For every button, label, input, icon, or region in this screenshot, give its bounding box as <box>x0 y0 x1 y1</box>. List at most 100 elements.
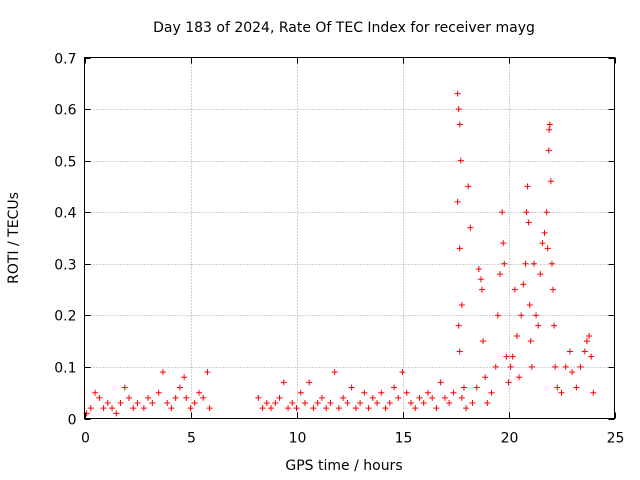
data-point <box>518 312 525 319</box>
data-point <box>331 369 338 376</box>
data-point <box>507 363 514 370</box>
data-point <box>554 384 561 391</box>
data-point <box>301 400 308 407</box>
data-point <box>520 281 527 288</box>
data-point <box>552 363 559 370</box>
data-point <box>149 400 156 407</box>
data-point <box>195 389 202 396</box>
y-tick-label: 0.3 <box>54 258 76 274</box>
y-tick-label: 0.4 <box>54 206 76 222</box>
data-point <box>569 369 576 376</box>
data-point <box>546 126 553 133</box>
data-point <box>522 260 529 267</box>
data-point <box>450 389 457 396</box>
y-tick-label: 0.2 <box>54 309 76 325</box>
data-point <box>109 405 116 412</box>
data-point <box>437 379 444 386</box>
data-point <box>530 260 537 267</box>
data-point <box>473 384 480 391</box>
data-point <box>344 400 351 407</box>
data-point <box>386 400 393 407</box>
data-point <box>456 245 463 252</box>
data-point <box>117 400 124 407</box>
data-point <box>456 121 463 128</box>
data-point <box>365 405 372 412</box>
data-point <box>586 332 593 339</box>
data-point <box>480 338 487 345</box>
data-point <box>539 240 546 247</box>
data-point <box>577 363 584 370</box>
data-point <box>168 405 175 412</box>
data-point <box>456 348 463 355</box>
data-point <box>403 389 410 396</box>
data-point <box>501 260 508 267</box>
data-point <box>327 400 334 407</box>
data-point <box>255 394 262 401</box>
data-point <box>465 183 472 190</box>
data-point <box>523 209 530 216</box>
data-point <box>545 147 552 154</box>
data-point <box>318 394 325 401</box>
data-point <box>533 312 540 319</box>
data-point <box>416 394 423 401</box>
data-point <box>382 405 389 412</box>
x-tick-label: 20 <box>501 431 519 447</box>
data-point <box>374 400 381 407</box>
data-point <box>357 400 364 407</box>
data-point <box>479 286 485 293</box>
data-point <box>441 394 448 401</box>
data-point <box>391 384 398 391</box>
data-point <box>460 384 467 391</box>
data-point <box>469 400 476 407</box>
data-point <box>172 394 179 401</box>
data-point <box>100 405 107 412</box>
data-point <box>187 405 194 412</box>
data-point <box>204 369 211 376</box>
data-point <box>526 302 533 309</box>
data-point <box>306 379 313 386</box>
data-point <box>412 405 419 412</box>
data-point <box>581 348 588 355</box>
data-point <box>200 394 207 401</box>
data-point <box>499 209 506 216</box>
data-point <box>566 348 573 355</box>
data-point <box>285 405 292 412</box>
data-point <box>134 400 141 407</box>
y-tick-label: 0.1 <box>54 361 76 377</box>
data-point <box>477 276 484 283</box>
data-point <box>457 157 464 164</box>
data-point <box>96 394 103 401</box>
data-point <box>573 384 580 391</box>
data-point <box>433 405 440 412</box>
data-point <box>130 405 137 412</box>
data-points <box>83 90 597 417</box>
data-point <box>484 400 491 407</box>
data-point <box>145 394 152 401</box>
data-point <box>446 400 453 407</box>
data-point <box>463 405 470 412</box>
data-point <box>541 229 548 236</box>
y-tick-label: 0 <box>68 413 77 429</box>
data-point <box>458 302 465 309</box>
y-axis-title: ROTI / TECUs <box>6 192 22 284</box>
x-tick-label: 0 <box>81 431 90 447</box>
data-point <box>310 405 317 412</box>
data-point <box>297 389 304 396</box>
data-point <box>562 363 569 370</box>
data-point <box>289 400 296 407</box>
data-point <box>323 405 330 412</box>
axis-ticks <box>84 57 616 420</box>
y-tick-label: 0.5 <box>54 155 76 171</box>
data-point <box>280 379 287 386</box>
y-tick-labels: 0 0.1 0.2 0.3 0.4 0.5 0.6 0.7 <box>54 52 76 429</box>
data-point <box>126 394 133 401</box>
data-point <box>516 374 523 381</box>
data-point <box>263 400 270 407</box>
data-point <box>424 389 431 396</box>
data-point <box>590 389 597 396</box>
x-tick-labels: 0 5 10 15 20 25 <box>81 431 624 447</box>
data-point <box>369 394 376 401</box>
y-tick-label: 0.7 <box>54 52 76 68</box>
x-tick-label: 10 <box>289 431 307 447</box>
